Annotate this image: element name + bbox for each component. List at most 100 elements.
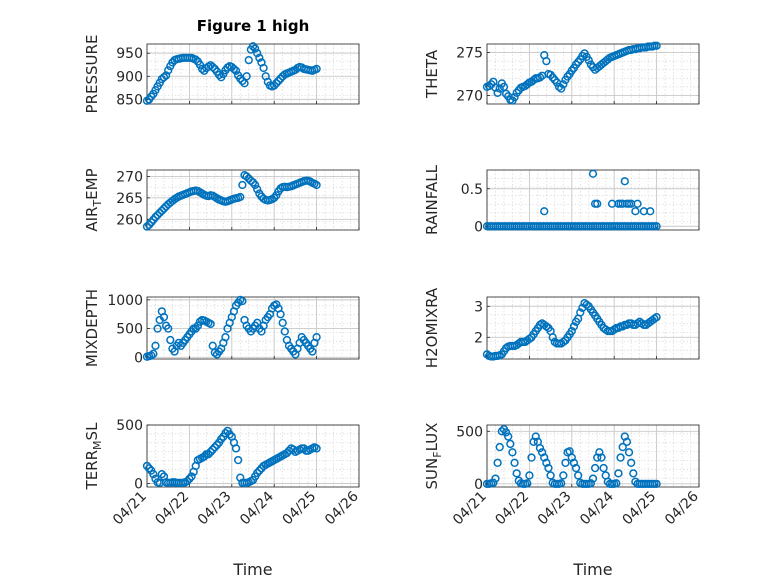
p4-data-point xyxy=(149,349,158,358)
p4-data-point xyxy=(159,312,169,322)
p7-data-point xyxy=(557,479,566,488)
p2-data-point xyxy=(155,208,164,218)
p5-data-point xyxy=(569,322,579,331)
p5-data-point xyxy=(548,333,557,342)
p0-data-point xyxy=(208,62,217,72)
p1-ytick-label: 270 xyxy=(456,88,483,104)
p7-data-point xyxy=(586,479,596,488)
p6-xtick-label: 04/21 xyxy=(110,489,150,529)
p2-data-point xyxy=(312,180,321,190)
p0-data-point xyxy=(242,72,251,81)
p6-data-point xyxy=(185,474,194,483)
p7-data-point xyxy=(574,471,583,480)
p1-data-point xyxy=(584,56,593,65)
p6-data-point xyxy=(142,461,152,471)
p7-ylabel: SUNFLUX xyxy=(423,423,444,490)
p0-data-point xyxy=(270,81,279,90)
p1-data-point xyxy=(493,88,502,98)
p5-data-point xyxy=(576,308,585,317)
p7-data-point xyxy=(504,432,513,441)
p7-data-point xyxy=(612,479,621,488)
p0-axes-box xyxy=(146,43,360,105)
p3-data-point xyxy=(588,169,598,178)
p7-data-point xyxy=(497,427,506,436)
p7-data-point xyxy=(546,471,555,480)
p7-xtick-label: 04/23 xyxy=(535,489,575,529)
p4-data-point xyxy=(221,333,230,342)
p7-data-point xyxy=(559,471,568,480)
p5-data-point xyxy=(567,326,576,336)
p7-data-point xyxy=(510,458,519,467)
p1-data-point xyxy=(495,84,504,93)
p6-data-point xyxy=(253,468,262,478)
p3-data-point xyxy=(540,207,549,216)
p2-ytick-label: 265 xyxy=(116,191,143,207)
p7-data-point xyxy=(624,448,634,457)
p7-data-point xyxy=(561,458,570,467)
p4-data-point xyxy=(193,321,203,330)
p6-data-point xyxy=(157,469,166,479)
p7-data-point xyxy=(535,443,545,453)
p7-ytick-label: 0 xyxy=(474,477,483,493)
p1-ytick-label: 275 xyxy=(456,46,483,62)
p0-data-point xyxy=(195,60,205,69)
p7-xtick-label: 04/22 xyxy=(492,489,532,529)
p7-data-point xyxy=(525,471,534,480)
p0-data-point xyxy=(259,63,268,73)
p4-data-point xyxy=(147,351,156,360)
p2-axes-box xyxy=(146,169,360,231)
p7-data-point xyxy=(527,453,536,462)
p4-data-point xyxy=(238,296,247,306)
p7-ytick-label: 500 xyxy=(456,424,483,440)
p1-data-point xyxy=(652,41,661,50)
p4-ytick-label: 0 xyxy=(134,350,143,366)
p2-data-point xyxy=(157,206,166,215)
p0-data-point xyxy=(274,76,283,86)
p7-data-point xyxy=(622,437,632,446)
p3-data-point xyxy=(620,177,629,186)
p1-data-point xyxy=(542,56,551,66)
p4-ytick-label: 500 xyxy=(116,322,143,338)
p6-xtick-label: 04/26 xyxy=(322,488,362,528)
p1-data-point xyxy=(535,73,545,82)
p6-data-point xyxy=(212,440,222,450)
p4-data-point xyxy=(206,319,215,329)
p4-data-point xyxy=(312,333,321,342)
p2-data-point xyxy=(142,222,152,231)
p6-data-point xyxy=(221,429,230,438)
p7-xtick-label: 04/24 xyxy=(577,488,617,528)
p0-ylabel: PRESSURE xyxy=(83,35,101,114)
p2-ytick-label: 270 xyxy=(116,169,143,185)
p0-data-point xyxy=(255,53,264,62)
p4-data-point xyxy=(164,324,173,333)
p3-data-point xyxy=(633,199,642,208)
p7-data-point xyxy=(629,469,638,478)
p5-ylabel: H2OMIXRA xyxy=(423,287,441,368)
p4-data-point xyxy=(153,324,162,333)
p5-ytick-label: 3 xyxy=(474,299,483,315)
p6-data-point xyxy=(187,472,196,481)
plot-pressure: 850 900 950 PRESSURE Figure 1 high xyxy=(83,17,360,114)
p6-data-point xyxy=(312,444,321,453)
p2-data-point xyxy=(151,212,160,222)
plot-mixdepth: 0 500 1000 MIXDEPTH xyxy=(83,289,360,367)
p3-data-point xyxy=(652,222,661,231)
p6-data-point xyxy=(206,447,215,457)
p4-data-point xyxy=(308,347,317,356)
p5-axes-box xyxy=(486,296,700,360)
p7-data-point xyxy=(501,428,511,437)
p6-data-point xyxy=(200,452,209,461)
p1-ylabel: THETA xyxy=(423,49,441,99)
p0-data-point xyxy=(248,42,258,51)
p6-data-point xyxy=(225,430,234,439)
plot-terr-msl: 0 500 TERRMSL 04/21 04/22 04/23 04/24 04/25 04/2… xyxy=(83,418,362,579)
p4-data-point xyxy=(151,341,160,350)
p7-data-point xyxy=(618,442,627,452)
p7-xlabel: Time xyxy=(572,560,612,579)
p6-data-point xyxy=(210,443,219,452)
p0-ytick-label: 950 xyxy=(116,46,143,62)
p3-axes-box xyxy=(486,169,700,231)
p7-data-point xyxy=(614,469,623,478)
p4-data-point xyxy=(272,300,281,309)
p2-ytick-label: 260 xyxy=(116,212,143,228)
